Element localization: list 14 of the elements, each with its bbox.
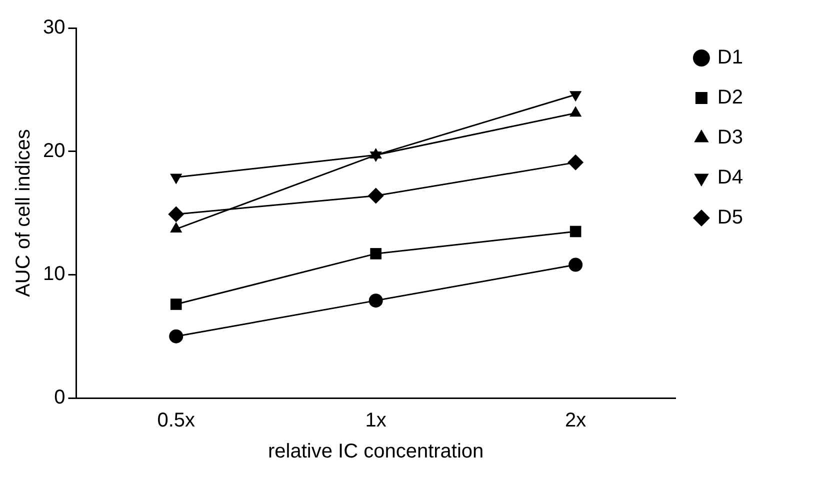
legend-label: D4 [717, 166, 744, 189]
x-axis-title: relative IC concentration [268, 440, 484, 463]
legend-label: D5 [717, 206, 744, 229]
y-tick-label: 20 [42, 140, 66, 162]
y-tick-label: 0 [54, 386, 66, 409]
legend-label: D1 [717, 46, 744, 69]
y-axis-title: AUC of cell indices [12, 129, 35, 297]
x-tick-label: 1x [365, 410, 386, 432]
y-tick-label: 30 [42, 16, 66, 39]
legend-label: D2 [717, 86, 744, 109]
y-tick-label: 10 [42, 263, 66, 286]
legend-label: D3 [717, 126, 744, 149]
x-tick-label: 2x [565, 410, 586, 432]
x-tick-label: 0.5x [157, 410, 196, 432]
